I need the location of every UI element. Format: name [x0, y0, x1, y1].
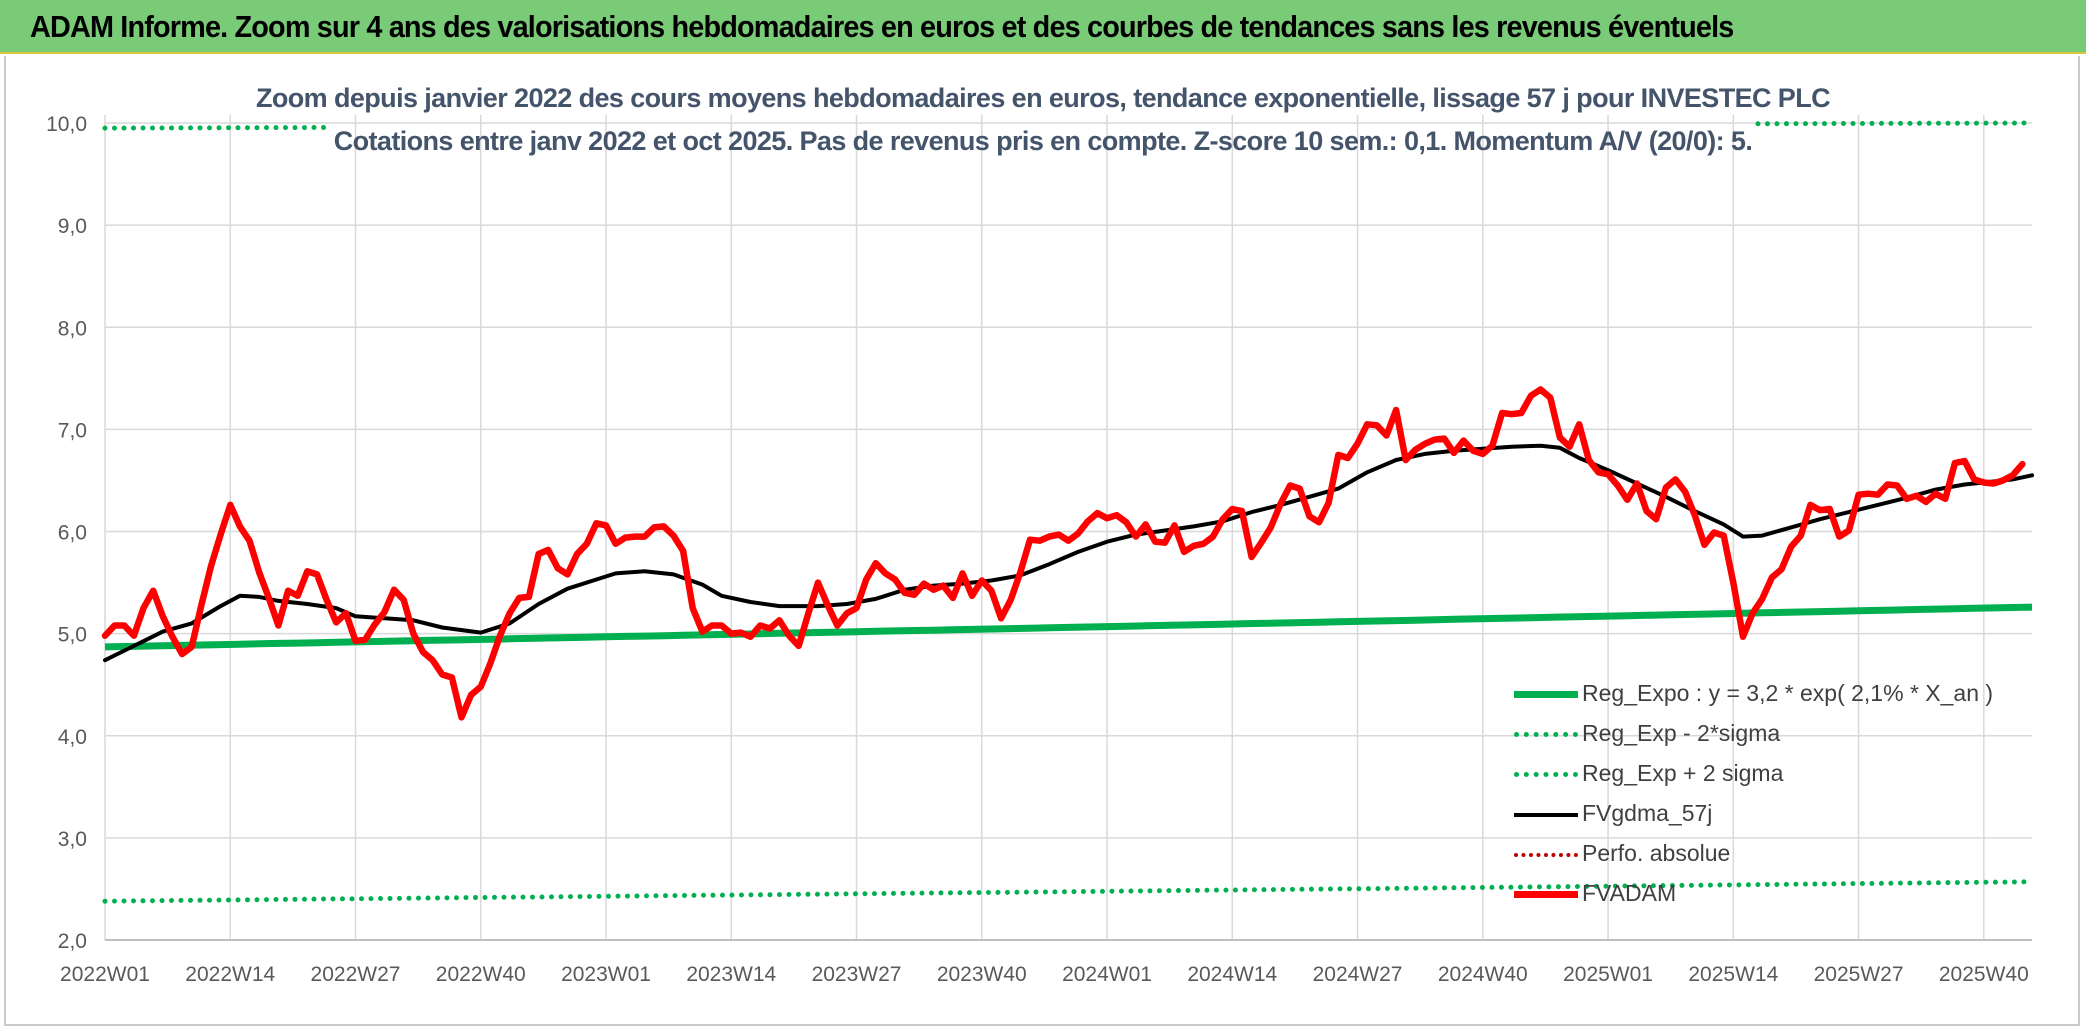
page-title: ADAM Informe. Zoom sur 4 ans des valoris… — [30, 9, 1734, 44]
legend-swatch-reg-plus — [1514, 772, 1578, 777]
legend-swatch-perfo — [1514, 853, 1578, 857]
x-tick-label: 2022W27 — [311, 963, 401, 986]
x-tick-label: 2023W40 — [937, 963, 1027, 986]
x-tick-label: 2025W40 — [1939, 963, 2029, 986]
header-bar: ADAM Informe. Zoom sur 4 ans des valoris… — [0, 0, 2086, 54]
x-tick-label: 2025W01 — [1563, 963, 1653, 986]
x-tick-label: 2022W14 — [185, 963, 275, 986]
legend-item-reg-expo: Reg_Expo : y = 3,2 * exp( 2,1% * X_an ) — [1514, 680, 2014, 710]
series-fvadam — [101, 386, 2026, 721]
x-tick-label: 2024W40 — [1438, 963, 1528, 986]
y-tick-label: 9,0 — [58, 215, 87, 238]
legend-item-reg-minus: Reg_Exp - 2*sigma — [1514, 720, 2014, 750]
y-tick-labels: 2,0 3,0 4,0 5,0 6,0 7,0 8,0 9,0 10,0 — [46, 113, 87, 953]
legend-label-reg-expo: Reg_Expo : y = 3,2 * exp( 2,1% * X_an ) — [1582, 680, 1994, 706]
series-layer — [101, 120, 2035, 904]
x-tick-label: 2022W01 — [60, 963, 150, 986]
y-tick-label: 8,0 — [58, 317, 87, 340]
y-tick-label: 3,0 — [58, 828, 87, 851]
legend-swatch-reg-minus — [1514, 732, 1578, 737]
x-tick-label: 2024W14 — [1187, 963, 1277, 986]
legend-label-perfo: Perfo. absolue — [1582, 840, 1731, 866]
legend-label-fvadam: FVADAM — [1582, 880, 1677, 906]
x-tick-label: 2025W27 — [1814, 963, 1904, 986]
legend-swatch-fvgdma — [1514, 813, 1578, 817]
legend-swatch-reg-expo — [1514, 691, 1578, 698]
chart-frame — [4, 56, 2080, 1026]
series-reg-minus-2sigma — [102, 879, 2035, 904]
x-tick-labels: 2022W01 2022W14 2022W27 2022W40 2023W01 2023W… — [60, 963, 2029, 986]
legend-swatch-fvadam — [1514, 891, 1578, 898]
legend-item-fvadam: FVADAM — [1514, 880, 2014, 910]
y-tick-label: 6,0 — [58, 522, 87, 545]
legend-label-reg-minus: Reg_Exp - 2*sigma — [1582, 720, 1781, 746]
y-tick-label: 7,0 — [58, 419, 87, 442]
y-tick-label: 2,0 — [58, 930, 87, 953]
legend-item-fvgdma: FVgdma_57j — [1514, 800, 2014, 830]
x-tick-label: 2023W14 — [686, 963, 776, 986]
x-tick-label: 2023W01 — [561, 963, 651, 986]
series-reg-expo — [104, 603, 2033, 651]
y-tick-label: 10,0 — [46, 113, 87, 136]
y-tick-label: 4,0 — [58, 726, 87, 749]
y-tick-label: 5,0 — [58, 624, 87, 647]
chart-title-line-1: Zoom depuis janvier 2022 des cours moyen… — [255, 83, 1831, 113]
legend-label-fvgdma: FVgdma_57j — [1582, 800, 1713, 826]
x-tick-label: 2023W27 — [812, 963, 902, 986]
x-tick-label: 2024W01 — [1062, 963, 1152, 986]
grid-layer — [104, 115, 2032, 941]
series-fvgdma-57j — [103, 443, 2034, 663]
x-tick-label: 2025W14 — [1688, 963, 1778, 986]
legend-label-reg-plus: Reg_Exp + 2 sigma — [1582, 760, 1784, 786]
chart-title-line-2: Cotations entre janv 2022 et oct 2025. P… — [333, 126, 1753, 156]
x-tick-label: 2024W27 — [1313, 963, 1403, 986]
legend-item-perfo: Perfo. absolue — [1514, 840, 2014, 870]
x-tick-label: 2022W40 — [436, 963, 526, 986]
legend-item-reg-plus: Reg_Exp + 2 sigma — [1514, 760, 2014, 790]
